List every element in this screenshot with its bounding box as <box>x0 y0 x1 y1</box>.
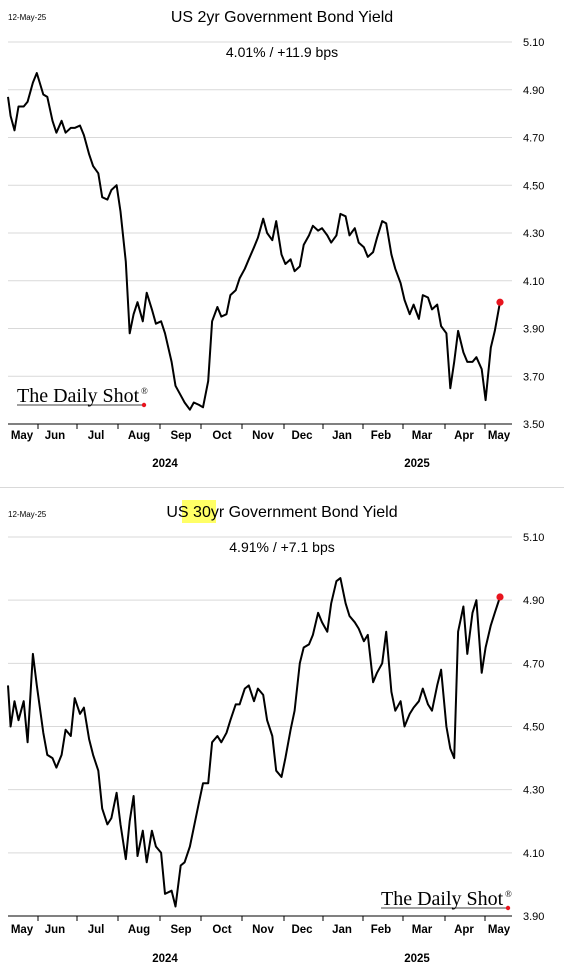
y-tick-label: 4.10 <box>523 276 544 288</box>
x-tick-label: Aug <box>128 430 150 442</box>
chart-30yr-svg: 12-May-25 US 30yr Government Bond Yield … <box>7 500 544 965</box>
year-label: 2024 <box>152 458 178 470</box>
x-tick-label: May <box>488 924 511 936</box>
x-tick-label: Mar <box>412 924 433 936</box>
title-part-before: US <box>166 504 193 521</box>
last-point-marker <box>496 298 504 306</box>
chart-2yr-svg: 12-May-25 US 2yr Government Bond Yield 4… <box>7 9 544 470</box>
series-line <box>7 577 501 908</box>
x-tick-label: May <box>11 924 34 936</box>
logo-dot <box>141 402 147 408</box>
date-label: 12-May-25 <box>8 510 47 519</box>
y-tick-label: 4.50 <box>523 180 544 192</box>
x-tick-label: Aug <box>128 924 150 936</box>
y-tick-label: 3.90 <box>523 324 544 336</box>
x-tick-label: Mar <box>412 430 433 442</box>
x-tick-label: Jan <box>332 430 352 442</box>
x-tick-label: Dec <box>291 924 313 936</box>
y-tick-label: 4.70 <box>523 658 544 670</box>
x-tick-label: Jan <box>332 924 352 936</box>
x-tick-label: May <box>11 430 34 442</box>
y-tick-label: 3.70 <box>523 371 544 383</box>
last-point-marker <box>496 593 504 601</box>
x-tick-label: Sep <box>170 924 191 936</box>
chart-panel-2yr: 12-May-25 US 2yr Government Bond Yield 4… <box>0 0 564 488</box>
x-tick-label: Nov <box>252 924 274 936</box>
logo-daily-shot: The Daily Shot ® <box>381 888 512 911</box>
chart-title: US 30yr Government Bond Yield <box>166 504 397 521</box>
y-tick-label: 4.10 <box>523 848 544 860</box>
x-tick-label: Feb <box>371 924 391 936</box>
x-tick-label: Jul <box>88 924 105 936</box>
logo-dot <box>505 905 511 911</box>
y-tick-label: 3.90 <box>523 911 544 923</box>
x-tick-label: Feb <box>371 430 391 442</box>
logo-daily-shot: The Daily Shot ® <box>17 385 148 408</box>
x-tick-label: Apr <box>454 924 474 936</box>
y-tick-label: 4.90 <box>523 85 544 97</box>
x-tick-label: Oct <box>212 430 231 442</box>
x-tick-label: Oct <box>212 924 231 936</box>
chart-title: US 2yr Government Bond Yield <box>171 9 393 26</box>
x-tick-label: Sep <box>170 430 191 442</box>
date-label: 12-May-25 <box>8 13 47 22</box>
year-label: 2025 <box>404 458 430 470</box>
logo-text: The Daily Shot <box>381 888 504 910</box>
y-tick-label: 4.70 <box>523 133 544 145</box>
x-tick-label: Jul <box>88 430 105 442</box>
x-tick-label: Apr <box>454 430 474 442</box>
x-tick-label: Jun <box>45 430 65 442</box>
x-tick-label: Nov <box>252 430 274 442</box>
chart-panel-30yr: 12-May-25 US 30yr Government Bond Yield … <box>0 490 564 977</box>
y-tick-label: 5.10 <box>523 532 544 544</box>
title-part-after: Government Bond Yield <box>224 504 397 521</box>
x-tick-label: Jun <box>45 924 65 936</box>
chart-subtitle: 4.91% / +7.1 bps <box>229 539 334 555</box>
chart-subtitle: 4.01% / +11.9 bps <box>226 44 338 60</box>
y-tick-label: 4.30 <box>523 785 544 797</box>
x-tick-label: Dec <box>291 430 313 442</box>
logo-text: The Daily Shot <box>17 385 140 407</box>
x-tick-label: May <box>488 430 511 442</box>
registered-mark: ® <box>505 889 512 899</box>
title-highlight-text: 30yr <box>193 504 225 521</box>
series-line <box>7 72 501 411</box>
year-label: 2025 <box>404 953 430 965</box>
y-tick-label: 3.50 <box>523 419 544 431</box>
panel-divider <box>0 487 564 488</box>
y-tick-label: 4.50 <box>523 722 544 734</box>
registered-mark: ® <box>141 386 148 396</box>
year-label: 2024 <box>152 953 178 965</box>
y-tick-label: 4.30 <box>523 228 544 240</box>
title-highlight-box <box>182 500 216 523</box>
y-tick-label: 5.10 <box>523 37 544 49</box>
y-tick-label: 4.90 <box>523 595 544 607</box>
